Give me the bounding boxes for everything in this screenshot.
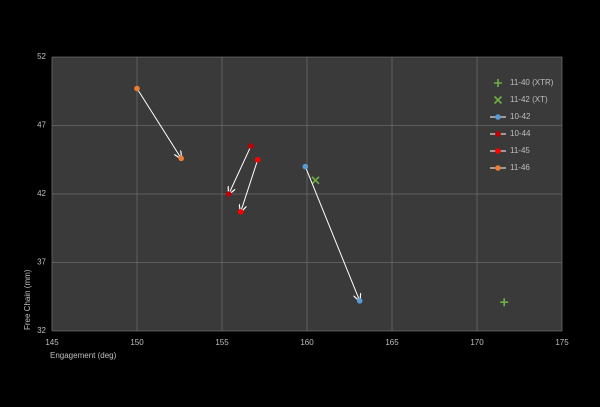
point [356,298,363,304]
x-tick-label: 170 [470,338,484,347]
arrow-line [304,166,359,301]
legend-marker [495,114,501,120]
y-tick-label: 52 [37,52,46,61]
y-axis-title: Free Chain (mm) [23,269,32,330]
legend-marker [495,165,501,171]
legend-marker [493,95,503,105]
x-tick-label: 145 [45,338,59,347]
legend-marker [495,131,501,137]
legend-label: 11-40 (XTR) [510,78,554,87]
x-tick-label: 155 [215,338,229,347]
arrow-line [241,159,259,212]
x-tick-label: 150 [130,338,144,347]
legend-label: 11-45 [510,146,530,155]
point [226,191,232,197]
point [178,155,184,162]
y-tick-label: 42 [37,189,46,198]
y-tick-label: 37 [37,258,46,267]
point [311,176,320,185]
point [302,163,309,170]
point [237,209,244,215]
x-tick-label: 160 [300,338,314,347]
legend-marker [494,79,502,87]
x-axis-title: Engagement (deg) [50,351,117,360]
arrow-line [229,145,252,194]
legend-label: 10-42 [510,112,531,121]
y-tick-label: 47 [37,121,46,130]
point [134,85,140,92]
legend-marker [495,148,501,154]
legend-label: 11-46 [510,163,530,172]
legend-label: 11-42 (XT) [510,95,548,104]
legend-label: 10-44 [510,129,531,138]
point [254,156,261,163]
point [248,143,254,149]
point [500,298,509,307]
arrow-line [136,88,181,159]
legend: 11-40 (XTR) 11-42 (XT) 10-42 10-44 11-45 11-4… [490,78,554,172]
y-tick-label: 32 [37,326,46,335]
x-tick-label: 165 [385,338,399,347]
x-tick-label: 175 [555,338,569,347]
